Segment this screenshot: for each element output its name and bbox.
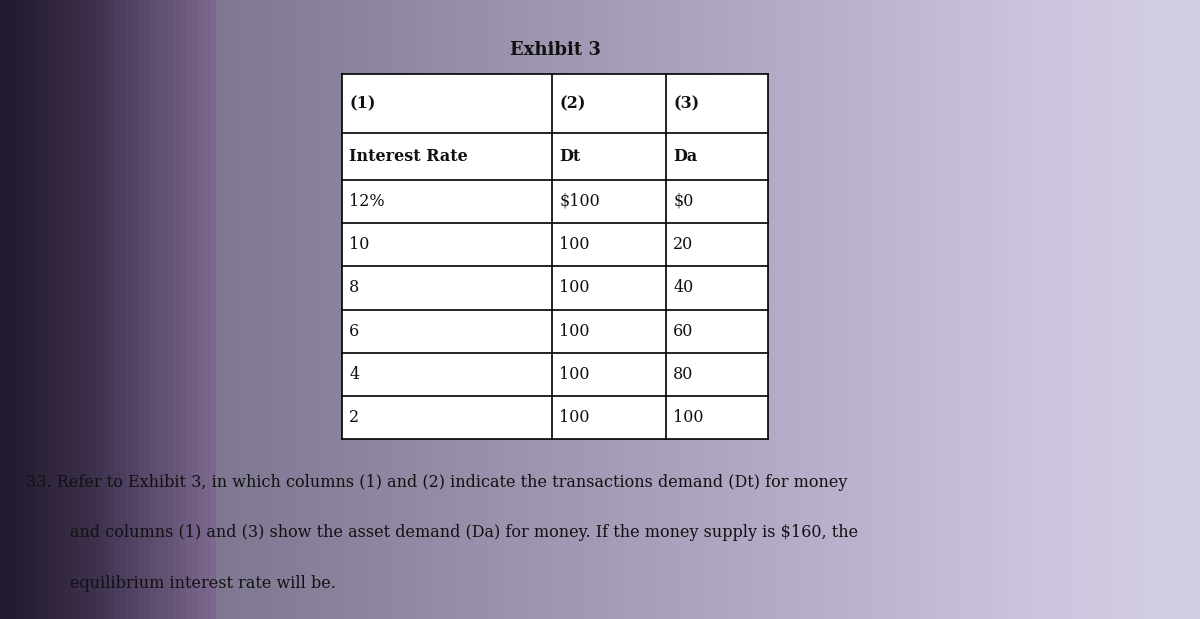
Text: 100: 100	[559, 409, 589, 426]
Text: 4: 4	[349, 366, 359, 383]
Text: $100: $100	[559, 193, 600, 210]
Text: 100: 100	[559, 236, 589, 253]
Text: Interest Rate: Interest Rate	[349, 148, 468, 165]
Text: 100: 100	[559, 279, 589, 297]
Text: (3): (3)	[673, 95, 700, 112]
Text: Exhibit 3: Exhibit 3	[510, 41, 600, 59]
Text: 80: 80	[673, 366, 694, 383]
Text: 10: 10	[349, 236, 370, 253]
Text: 60: 60	[673, 322, 694, 340]
Text: equilibrium interest rate will be.: equilibrium interest rate will be.	[70, 575, 336, 592]
Text: (1): (1)	[349, 95, 376, 112]
Text: 20: 20	[673, 236, 694, 253]
Text: $0: $0	[673, 193, 694, 210]
Text: 12%: 12%	[349, 193, 385, 210]
Text: 2: 2	[349, 409, 359, 426]
Text: 100: 100	[559, 322, 589, 340]
Text: (2): (2)	[559, 95, 586, 112]
Text: Dt: Dt	[559, 148, 581, 165]
Text: 40: 40	[673, 279, 694, 297]
Bar	[342, 74, 768, 439]
Text: 100: 100	[559, 366, 589, 383]
Text: 8: 8	[349, 279, 360, 297]
Text: 100: 100	[673, 409, 703, 426]
Text: 33. Refer to Exhibit 3, in which columns (1) and (2) indicate the transactions d: 33. Refer to Exhibit 3, in which columns…	[26, 474, 847, 490]
Text: and columns (1) and (3) show the asset demand (Da) for money. If the money suppl: and columns (1) and (3) show the asset d…	[70, 524, 858, 541]
Text: Da: Da	[673, 148, 697, 165]
Text: 6: 6	[349, 322, 360, 340]
